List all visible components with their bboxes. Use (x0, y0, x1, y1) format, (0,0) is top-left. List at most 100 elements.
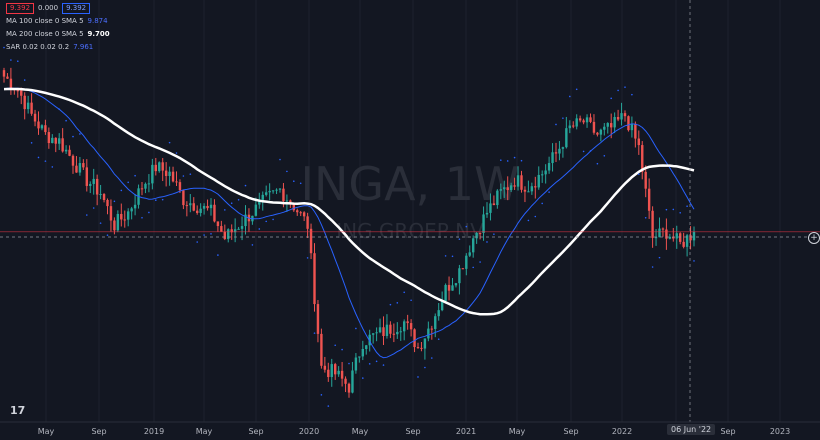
sar-dot (458, 238, 461, 240)
sar-value: 7.961 (73, 43, 94, 51)
sar-dot (37, 156, 40, 159)
candle-body (37, 121, 40, 129)
candle-body (537, 174, 540, 188)
sar-dot (368, 363, 371, 365)
candle-body (561, 147, 565, 149)
candle-body (385, 324, 389, 336)
candle-body (689, 235, 692, 241)
price-row: 9.392 0.000 9.392 (6, 2, 110, 15)
candle-body (351, 370, 354, 393)
sar-label: SAR 0.02 0.02 0.2 (6, 43, 70, 51)
sar-dot (548, 191, 550, 193)
x-tick-label: 2022 (612, 427, 632, 436)
candle-body (637, 138, 641, 146)
sar-dot (569, 95, 571, 98)
candle-body (499, 189, 503, 191)
ma100-row[interactable]: MA 100 close 0 SMA 5 9.874 (6, 15, 110, 28)
candle-body (130, 208, 133, 212)
ma200-row[interactable]: MA 200 close 0 SMA 5 9.700 (6, 28, 110, 41)
x-tick-label: 2023 (770, 427, 790, 436)
candle-body (144, 183, 147, 189)
candle-body (565, 128, 568, 148)
candle-body (641, 145, 644, 172)
sar-dot (58, 108, 60, 111)
sar-dot (362, 377, 364, 379)
sar-dot (148, 211, 150, 214)
candle-body (140, 188, 144, 190)
tradingview-logo-icon[interactable]: 17 (10, 404, 26, 417)
candle-body (444, 284, 447, 302)
candle-body (68, 149, 71, 156)
candle-body (685, 235, 689, 247)
price-value-box: 9.392 (6, 3, 35, 14)
candle-body (116, 213, 120, 231)
candle-body (382, 327, 385, 336)
candle-body (402, 321, 406, 332)
sar-row[interactable]: SAR 0.02 0.02 0.2 7.961 (6, 41, 110, 54)
candle-body (237, 228, 240, 230)
sar-dot (320, 394, 323, 396)
crosshair-date-badge: 06 Jun '22 (667, 424, 716, 435)
candle-body (299, 212, 302, 214)
candle-body (33, 113, 37, 122)
sar-dot (182, 175, 185, 177)
candle-body (530, 186, 534, 192)
candle-body (147, 183, 151, 185)
candle-body (120, 213, 123, 220)
sar-dot (134, 174, 136, 177)
candle-body (627, 116, 630, 131)
sar-dot (244, 184, 247, 187)
sar-dot (437, 338, 440, 341)
candle-body (47, 132, 51, 144)
sar-dot (389, 303, 392, 306)
candle-body (54, 137, 57, 144)
x-tick-label: May (352, 427, 369, 436)
candle-body (534, 186, 537, 188)
candle-body (275, 189, 278, 191)
candle-body (365, 345, 368, 350)
ma200-line (3, 87, 695, 316)
candle-body (406, 321, 409, 324)
candle-body (168, 171, 171, 177)
sar-dot (651, 266, 654, 268)
sar-dot (465, 225, 468, 228)
candle-body (506, 187, 509, 191)
candle-body (199, 208, 202, 213)
candle-body (606, 123, 609, 127)
candle-body (302, 212, 306, 217)
x-tick-label: 2019 (144, 427, 164, 436)
candle-body (427, 328, 430, 339)
sar-dot (403, 291, 406, 294)
crosshair-target-icon[interactable]: + (808, 232, 820, 244)
x-tick-label: Sep (405, 427, 420, 436)
sar-dot (141, 216, 143, 219)
candle-body (296, 210, 299, 213)
sar-dot (313, 332, 316, 334)
candle-body (337, 370, 340, 375)
sar-dot (382, 364, 385, 366)
sar-dot (10, 59, 12, 61)
sar-dot (638, 173, 640, 175)
sar-dot (120, 189, 123, 192)
candle-body (320, 333, 323, 366)
sar-dot (417, 376, 419, 378)
sar-dot (99, 222, 102, 224)
candle-body (520, 175, 523, 190)
sar-dot (672, 208, 675, 211)
ma100-label: MA 100 close 0 SMA 5 (6, 17, 84, 25)
candle-body (178, 182, 182, 191)
candle-body (503, 187, 506, 190)
candle-body (575, 118, 578, 127)
candle-body (437, 310, 440, 317)
candle-body (44, 125, 47, 133)
candle-body (71, 155, 75, 166)
candle-body (416, 347, 420, 349)
ma200-label: MA 200 close 0 SMA 5 (6, 30, 84, 38)
sar-dot (224, 209, 226, 211)
candle-body (647, 188, 651, 211)
candle-body (23, 95, 26, 110)
candle-body (171, 171, 175, 182)
candle-body (665, 229, 668, 239)
candle-body (102, 194, 106, 201)
